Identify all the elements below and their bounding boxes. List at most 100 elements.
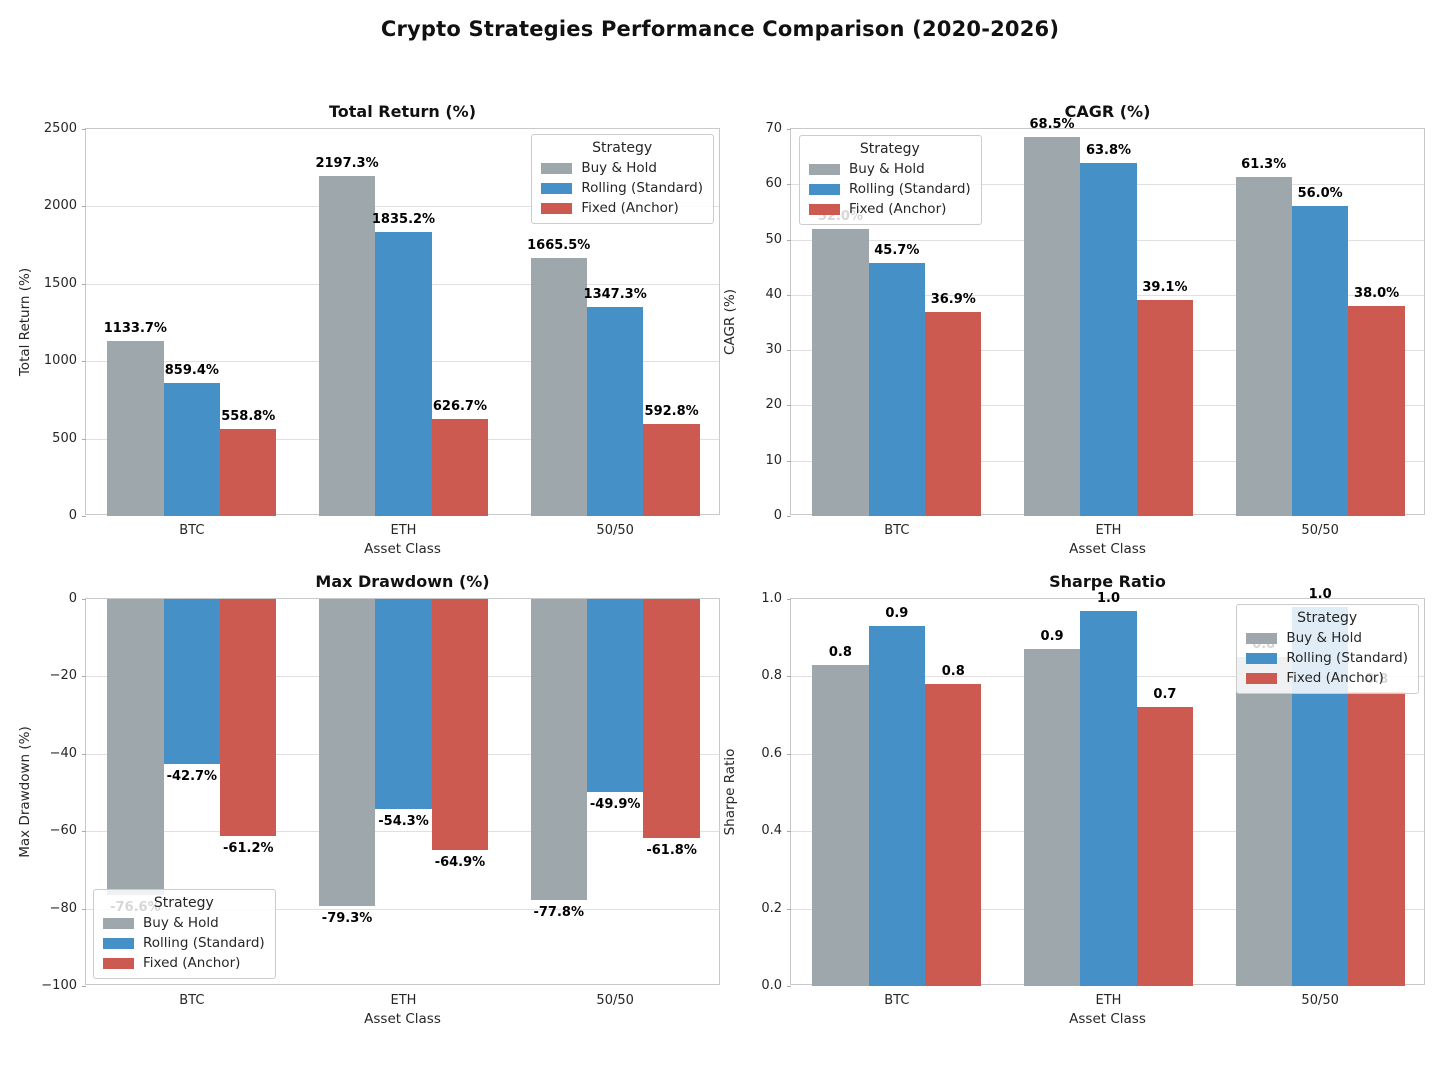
legend-item-label: Fixed (Anchor) (143, 955, 241, 971)
bar-value-label: 1835.2% (371, 211, 436, 227)
y-tick-label: 0.6 (761, 745, 782, 761)
legend-item: Buy & Hold (541, 160, 703, 176)
legend-item: Rolling (Standard) (103, 935, 265, 951)
legend-swatch-fixed (809, 203, 840, 215)
y-tick-label: 0.0 (761, 978, 782, 993)
bar-buy_hold (530, 599, 587, 901)
figure-title: Crypto Strategies Performance Comparison… (380, 17, 1060, 41)
legend: Strategy Buy & Hold Rolling (Standard) Fixe… (1236, 604, 1419, 694)
bar-rolling (1080, 610, 1137, 986)
bar-value-label: 39.1% (1142, 279, 1188, 295)
legend-swatch-buy_hold (541, 162, 573, 174)
y-tick-mark (787, 676, 791, 678)
y-tick-label: 50 (765, 231, 782, 247)
plot-area-sharpe: 0.0 0.2 0.4 0.6 0.8 1.0 BTC ETH 50/50 0.8 0.9 0.8 0.… (761, 587, 1425, 1008)
x-tick-label: BTC (179, 993, 205, 1008)
bar-value-label: -79.3% (321, 910, 373, 926)
y-tick-label: 0 (68, 508, 77, 523)
y-tick-label: 0.8 (761, 668, 782, 684)
y-tick-label: 60 (765, 176, 782, 192)
legend-swatch-rolling (103, 937, 134, 949)
legend-title: Strategy (153, 895, 214, 911)
bar-value-label: 45.7% (874, 243, 920, 259)
y-tick-label: 40 (765, 286, 782, 302)
y-axis-label-total-return: Total Return (%) (17, 267, 33, 376)
y-axis-label-cagr: CAGR (%) (722, 288, 738, 355)
y-tick-label: 0 (773, 508, 782, 523)
bar-value-label: 2197.3% (315, 155, 379, 171)
bar-value-label: -77.8% (533, 905, 584, 921)
legend-swatch-fixed (541, 202, 573, 214)
y-tick-mark (787, 986, 791, 987)
legend-item-label: Rolling (Standard) (1286, 650, 1408, 666)
legend-item-label: Buy & Hold (1286, 630, 1362, 646)
legend-item: Fixed (Anchor) (809, 201, 971, 217)
legend: Strategy Buy & Hold Rolling (Standard) Fixe… (799, 135, 982, 225)
legend-item: Rolling (Standard) (1246, 650, 1408, 666)
legend-item-label: Fixed (Anchor) (581, 200, 679, 216)
y-tick-mark (82, 361, 86, 363)
y-tick-mark (787, 831, 791, 833)
legend-item-label: Buy & Hold (143, 915, 219, 931)
gridline (86, 908, 719, 910)
bar-buy_hold (1235, 657, 1292, 986)
bar-rolling (163, 599, 221, 765)
bar-fixed (431, 599, 489, 851)
bar-value-label: 0.8 (941, 664, 965, 680)
subplot-total-return: Total Return (%) Total Return (%) Asset … (17, 102, 720, 557)
y-axis-label-max-drawdown: Max Drawdown (%) (17, 725, 33, 858)
y-tick-label: 1000 (43, 353, 77, 369)
bar-value-label: -49.9% (589, 797, 641, 813)
x-axis-label-total-return: Asset Class (364, 541, 441, 557)
y-tick-label: 10 (765, 452, 782, 468)
bar-fixed (925, 684, 982, 986)
y-tick-mark (787, 460, 791, 462)
bar-value-label: 1347.3% (583, 287, 647, 303)
x-axis-label-sharpe: Asset Class (1069, 1011, 1146, 1027)
bar-value-label: 592.8% (644, 404, 699, 420)
x-tick-label: 50/50 (596, 993, 634, 1008)
x-tick-label: BTC (884, 523, 910, 538)
x-tick-label: ETH (1095, 523, 1122, 538)
bar-value-label: 0.8 (828, 644, 852, 660)
y-tick-label: 0 (68, 591, 77, 606)
bar-value-label: 0.9 (1040, 629, 1064, 645)
x-tick-label: 50/50 (596, 523, 634, 538)
legend-swatch-rolling (809, 183, 840, 195)
y-tick-label: 0.4 (761, 823, 782, 839)
bar-rolling (586, 599, 644, 793)
y-tick-mark (82, 986, 86, 987)
y-tick-mark (787, 908, 791, 910)
legend-item-label: Buy & Hold (581, 160, 657, 176)
bar-fixed (1136, 707, 1194, 986)
y-tick-mark (82, 516, 86, 517)
bar-value-label: 626.7% (432, 398, 488, 414)
y-tick-label: 20 (765, 397, 782, 413)
subplot-sharpe: Sharpe Ratio Sharpe Ratio Asset Class 0.… (722, 572, 1425, 1027)
bar-buy_hold (530, 258, 587, 516)
bar-rolling (868, 263, 926, 516)
bar-value-label: 56.0% (1297, 186, 1343, 202)
subplot-title-cagr: CAGR (%) (1064, 102, 1151, 121)
y-tick-mark (787, 516, 791, 517)
bar-buy_hold (318, 599, 376, 906)
legend: Strategy Buy & Hold Rolling (Standard) Fixe… (531, 134, 714, 224)
y-tick-label: 70 (765, 121, 782, 136)
bar-rolling (1080, 163, 1137, 516)
y-tick-mark (82, 206, 86, 208)
bar-fixed (1348, 691, 1405, 986)
y-tick-mark (82, 676, 86, 678)
plot-area-total-return: 0 500 1000 1500 2000 2500 BTC ETH 50/50 1133.7% 21… (44, 122, 720, 538)
bar-rolling (375, 231, 432, 516)
bar-buy_hold (1023, 649, 1081, 986)
legend-item: Fixed (Anchor) (541, 200, 703, 216)
legend-item: Rolling (Standard) (809, 181, 971, 197)
bar-buy_hold (107, 340, 164, 516)
y-tick-label: −60 (49, 823, 77, 839)
bar-fixed (643, 424, 700, 516)
y-tick-mark (82, 438, 86, 440)
legend-swatch-buy_hold (809, 163, 840, 175)
y-tick-label: 30 (765, 342, 782, 358)
x-tick-label: BTC (884, 993, 910, 1008)
legend-item: Buy & Hold (809, 161, 971, 177)
